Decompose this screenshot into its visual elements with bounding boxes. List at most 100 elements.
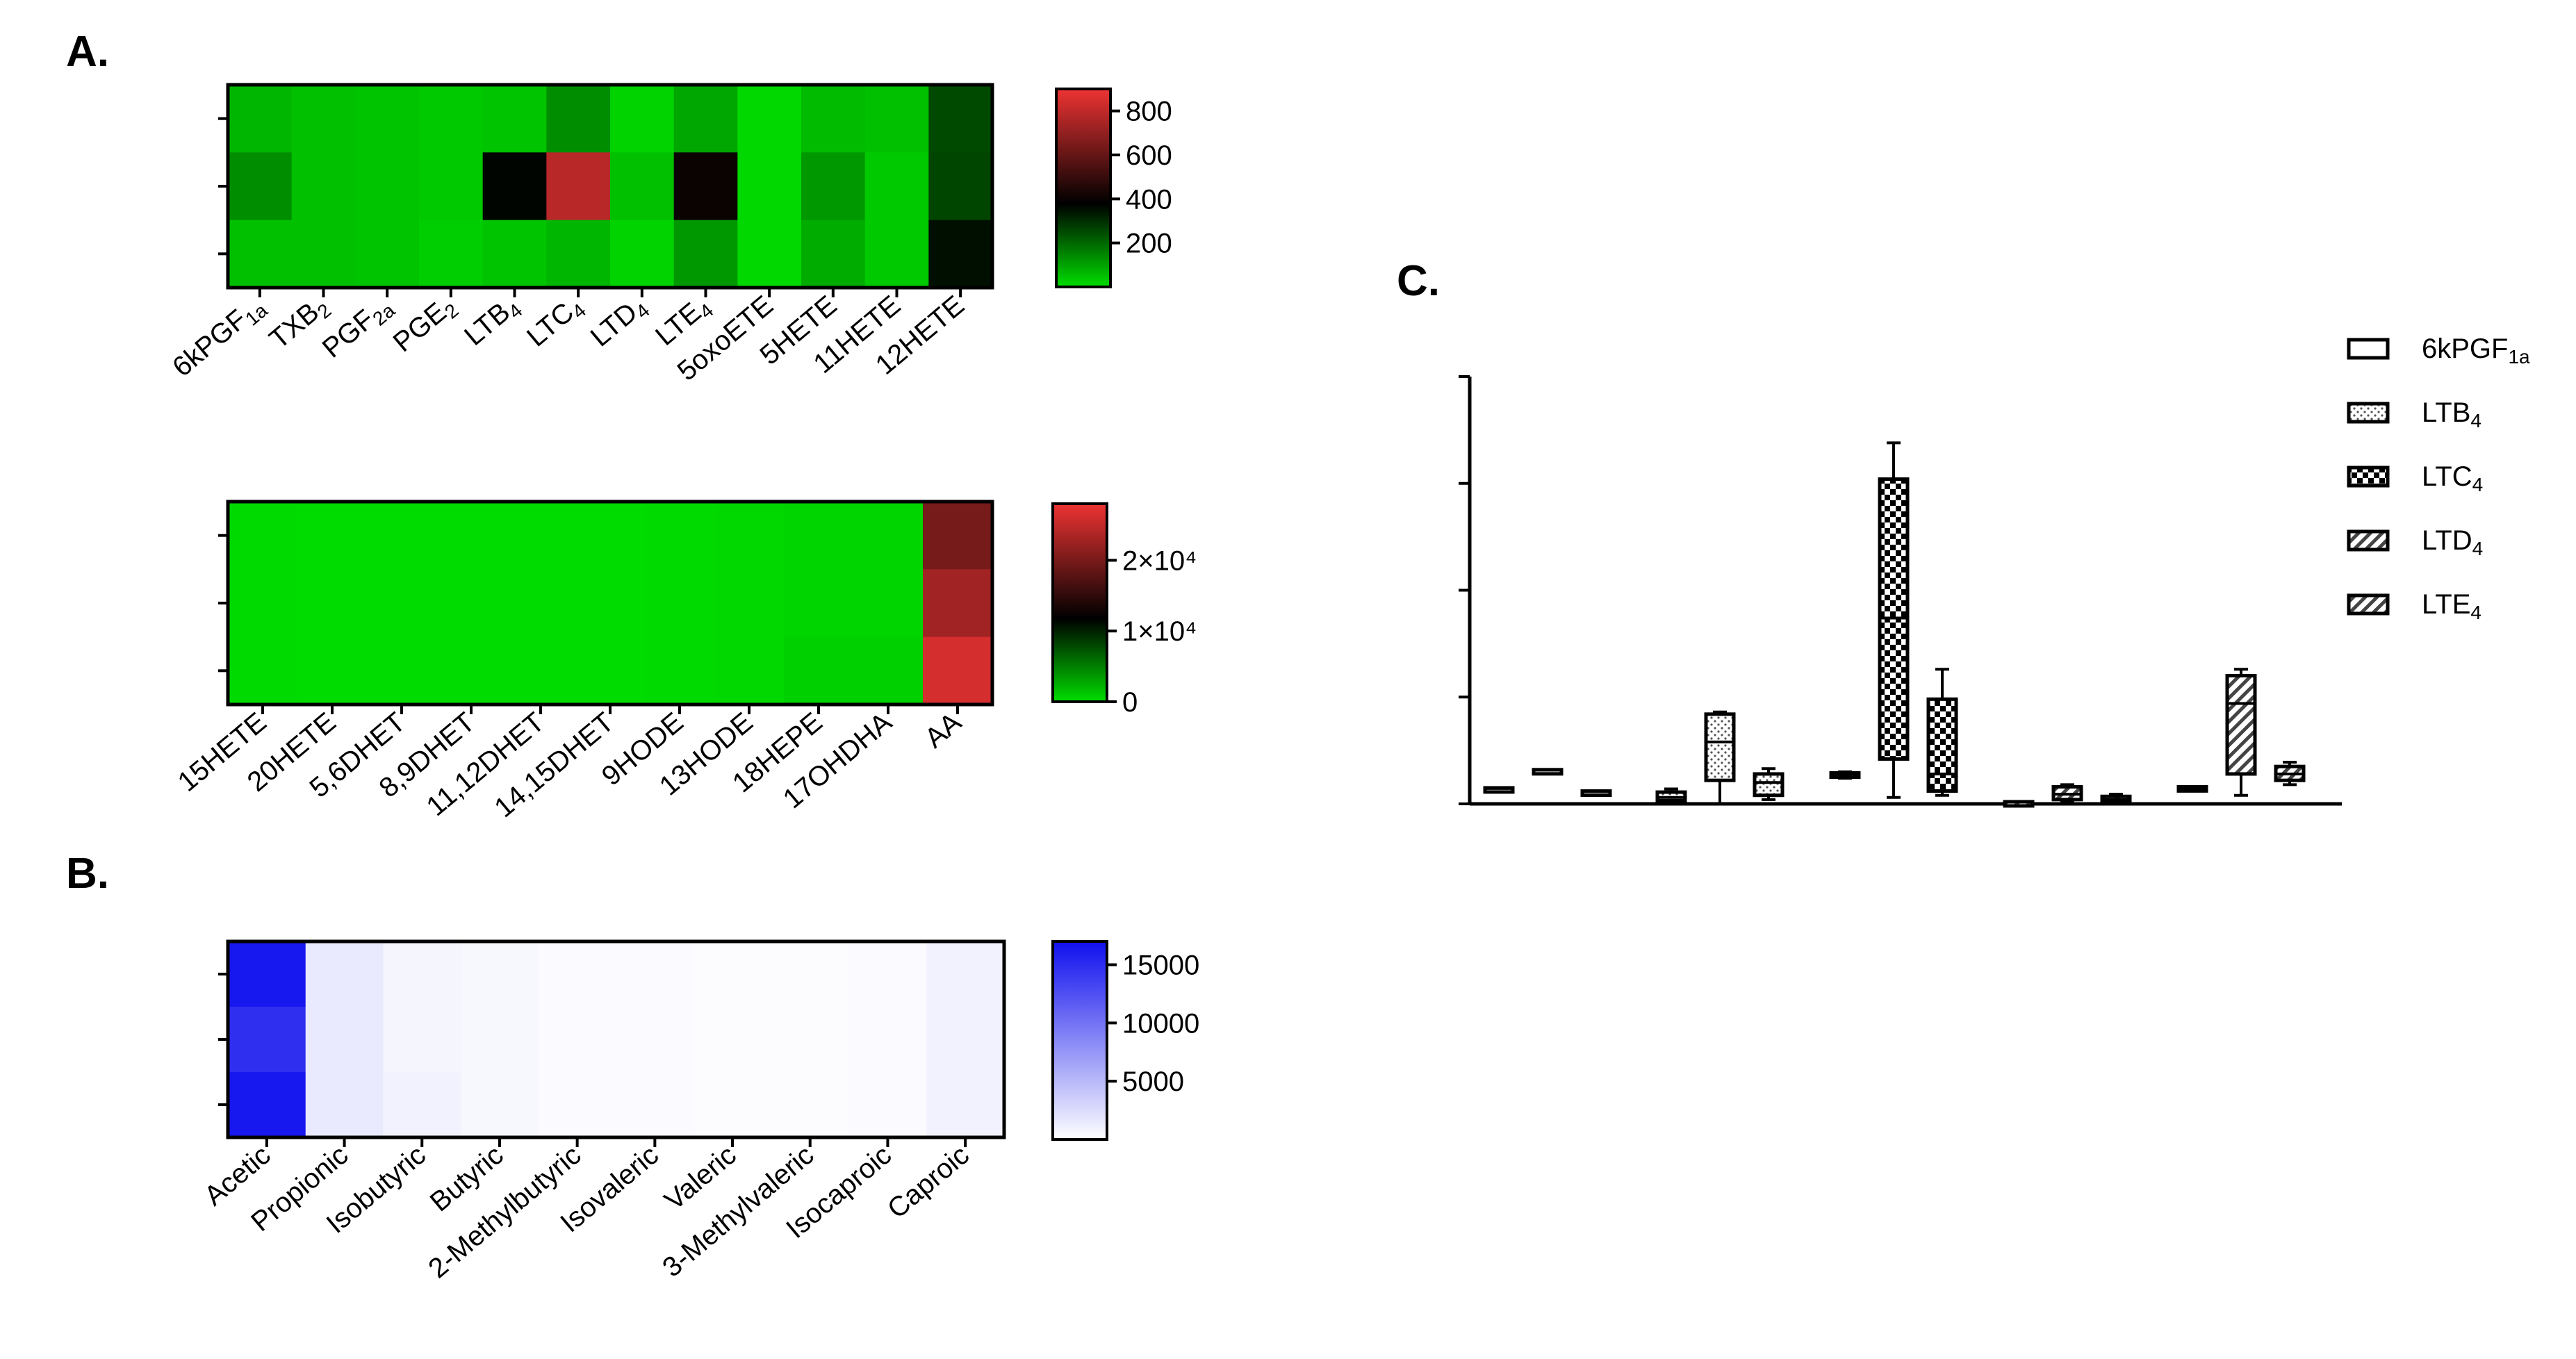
heatmap-cell	[926, 1007, 1005, 1073]
heatmap-cell	[367, 569, 437, 638]
heatmap-cell	[673, 85, 738, 153]
box	[1926, 697, 1958, 793]
heatmap-cell	[848, 941, 927, 1007]
column-label: AA	[919, 707, 967, 754]
heatmap-cell	[482, 152, 547, 221]
heatmap-cell	[928, 152, 993, 221]
heatmap-cell	[645, 569, 715, 638]
heatmap-cell	[853, 502, 924, 570]
heatmap-cell	[616, 1007, 694, 1073]
heatmap-cell	[228, 220, 293, 288]
heatmap-cell	[784, 636, 854, 705]
heatmap-cell	[864, 85, 929, 153]
heatmap-cell	[575, 502, 646, 570]
legend-label: LTE4	[2422, 589, 2481, 623]
colorbar	[1051, 940, 1108, 1141]
colorbar-tick-label: 400	[1126, 184, 1172, 215]
heatmap-cell	[367, 502, 437, 570]
heatmap-cell	[673, 220, 738, 288]
colorbar-tick-label: 800	[1126, 97, 1172, 127]
heatmap-cell	[419, 220, 484, 288]
colorbar-tick-label: 10000	[1122, 1008, 1199, 1039]
heatmap-cell	[355, 152, 420, 221]
heatmap-cell	[482, 220, 547, 288]
colorbar-tick-label: 15000	[1122, 950, 1199, 981]
heatmap-cell	[864, 220, 929, 288]
column-label: LTD4	[585, 290, 654, 355]
boxplot-c: 6kPGF1a LTB4 LTC4 LTD4 LTE4	[1459, 333, 2530, 808]
heatmap-cell	[506, 502, 576, 570]
legend-label: LTC4	[2422, 461, 2483, 495]
heatmap-cell	[801, 152, 866, 221]
heatmap-cell	[737, 220, 802, 288]
heatmap-cell	[546, 85, 611, 153]
heatmap-cell	[291, 85, 356, 153]
heatmap-cell	[645, 502, 715, 570]
column-label: LTB4	[459, 290, 526, 354]
heatmap-cell	[482, 85, 547, 153]
heatmap-cell	[506, 569, 576, 638]
heatmap-cell	[291, 152, 356, 221]
heatmap-cell	[616, 941, 694, 1007]
heatmap-cell	[305, 1007, 384, 1073]
heatmap-cell	[436, 502, 507, 570]
heatmap-cell	[923, 569, 993, 638]
colorbar-tick-label: 5000	[1122, 1066, 1184, 1097]
heatmap-cell	[848, 1007, 927, 1073]
legend-swatch	[2347, 529, 2390, 552]
heatmap-cell	[436, 569, 507, 638]
heatmap-cell	[355, 220, 420, 288]
heatmap-cell	[714, 569, 785, 638]
heatmap-cell	[436, 636, 507, 705]
heatmap-cell	[461, 941, 539, 1007]
legend-label: LTD4	[2422, 525, 2483, 559]
legend-label: 6kPGF1a	[2422, 333, 2530, 368]
colorbar-tick-label: 1×10⁴	[1122, 616, 1197, 647]
heatmap-cell	[419, 152, 484, 221]
legend-swatch	[2347, 402, 2390, 424]
heatmap-cell	[801, 85, 866, 153]
heatmap-cell	[645, 636, 715, 705]
heatmap-cell	[228, 85, 293, 153]
heatmap-cell	[546, 152, 611, 221]
heatmap-cell	[383, 1072, 461, 1138]
heatmap-cell	[737, 152, 802, 221]
heatmap-cell	[714, 502, 785, 570]
box	[1704, 712, 1736, 782]
heatmap-cell	[853, 569, 924, 638]
heatmap-cell	[538, 941, 616, 1007]
heatmap-cell	[673, 152, 738, 221]
heatmap-cell	[694, 1007, 772, 1073]
panel-a-label: A.	[66, 28, 109, 76]
heatmap-cell	[383, 1007, 461, 1073]
legend-swatch	[2347, 338, 2390, 360]
heatmap-cell	[926, 941, 1005, 1007]
heatmap-cell	[546, 220, 611, 288]
heatmap-cell	[367, 636, 437, 705]
heatmap-cell	[355, 85, 420, 153]
heatmap-cell	[610, 220, 675, 288]
heatmap-cell	[461, 1072, 539, 1138]
heatmap-cell	[538, 1072, 616, 1138]
heatmap-cell	[853, 636, 924, 705]
heatmap-cell	[928, 85, 993, 153]
heatmap-cell	[771, 1072, 850, 1138]
heatmap-cell	[923, 636, 993, 705]
heatmap-cell	[616, 1072, 694, 1138]
heatmap-cell	[305, 941, 384, 1007]
heatmap-cell	[737, 85, 802, 153]
panel-c-label: C.	[1397, 257, 1440, 305]
box	[2225, 674, 2257, 776]
heatmap-cell	[771, 941, 850, 1007]
heatmap-a1: 6kPGF1aTXB2PGF2aPGE2LTB4LTC4LTD4LTE45oxo…	[167, 83, 1172, 387]
heatmap-cell	[506, 636, 576, 705]
heatmap-cell	[297, 569, 368, 638]
heatmap-cell	[291, 220, 356, 288]
heatmap-cell	[694, 1072, 772, 1138]
colorbar-tick-label: 2×10⁴	[1122, 545, 1197, 576]
column-label: LTC4	[521, 290, 590, 355]
heatmap-cell	[801, 220, 866, 288]
heatmap-cell	[228, 569, 298, 638]
colorbar-tick-label: 0	[1122, 687, 1138, 718]
